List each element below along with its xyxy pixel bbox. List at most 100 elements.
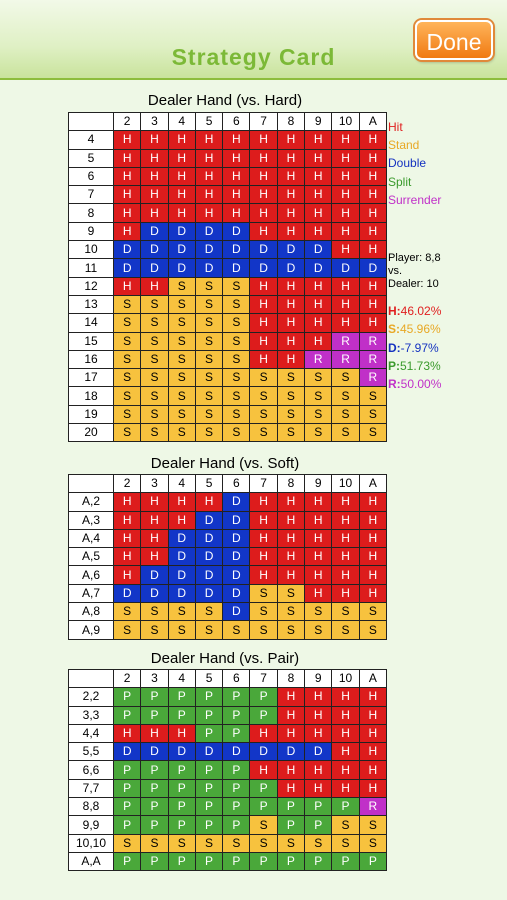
strategy-cell[interactable]: H <box>331 583 360 604</box>
strategy-cell[interactable]: S <box>358 423 387 443</box>
strategy-cell[interactable]: P <box>304 797 333 817</box>
strategy-cell[interactable]: H <box>112 276 142 296</box>
strategy-cell[interactable]: D <box>222 742 251 762</box>
strategy-cell[interactable]: H <box>331 240 360 260</box>
strategy-cell[interactable]: H <box>304 166 333 187</box>
strategy-cell[interactable]: D <box>140 258 169 278</box>
strategy-cell[interactable]: H <box>358 583 387 604</box>
strategy-cell[interactable]: H <box>331 221 360 242</box>
strategy-cell[interactable]: H <box>304 130 333 150</box>
strategy-cell[interactable]: H <box>194 148 224 168</box>
strategy-cell[interactable]: S <box>304 386 333 406</box>
strategy-cell[interactable]: H <box>331 510 360 530</box>
strategy-cell[interactable]: P <box>194 815 224 835</box>
strategy-cell[interactable]: P <box>194 797 224 817</box>
strategy-cell[interactable]: H <box>249 276 278 296</box>
strategy-cell[interactable]: D <box>222 547 251 567</box>
strategy-cell[interactable]: H <box>194 185 224 205</box>
strategy-cell[interactable]: S <box>167 833 196 853</box>
strategy-cell[interactable]: H <box>304 705 333 725</box>
strategy-cell[interactable]: P <box>276 851 306 872</box>
strategy-cell[interactable]: S <box>249 423 278 443</box>
strategy-cell[interactable]: P <box>304 851 333 872</box>
strategy-cell[interactable]: D <box>249 258 278 278</box>
strategy-cell[interactable]: H <box>112 565 142 585</box>
strategy-cell[interactable]: D <box>167 547 196 567</box>
strategy-cell[interactable]: D <box>222 240 251 260</box>
strategy-cell[interactable]: D <box>167 258 196 278</box>
strategy-cell[interactable]: S <box>222 386 251 406</box>
strategy-cell[interactable]: H <box>222 166 251 187</box>
strategy-cell[interactable]: S <box>222 404 251 425</box>
strategy-cell[interactable]: S <box>276 386 306 406</box>
strategy-cell[interactable]: P <box>112 778 142 799</box>
strategy-cell[interactable]: D <box>167 565 196 585</box>
strategy-cell[interactable]: H <box>358 130 387 150</box>
strategy-cell[interactable]: D <box>222 583 251 604</box>
strategy-cell[interactable]: S <box>112 331 142 351</box>
strategy-cell[interactable]: S <box>222 620 251 640</box>
strategy-cell[interactable]: H <box>249 565 278 585</box>
strategy-cell[interactable]: S <box>167 368 196 388</box>
strategy-cell[interactable]: R <box>304 349 333 370</box>
strategy-cell[interactable]: H <box>140 166 169 187</box>
strategy-cell[interactable]: S <box>112 620 142 640</box>
strategy-cell[interactable]: H <box>358 276 387 296</box>
strategy-cell[interactable]: D <box>140 565 169 585</box>
strategy-cell[interactable]: S <box>167 423 196 443</box>
strategy-cell[interactable]: P <box>222 815 251 835</box>
strategy-cell[interactable]: P <box>194 760 224 780</box>
strategy-cell[interactable]: H <box>331 492 360 512</box>
strategy-cell[interactable]: S <box>194 386 224 406</box>
strategy-cell[interactable]: H <box>112 203 142 223</box>
strategy-cell[interactable]: H <box>331 687 360 707</box>
strategy-cell[interactable]: H <box>276 492 306 512</box>
strategy-cell[interactable]: P <box>222 760 251 780</box>
strategy-cell[interactable]: H <box>304 687 333 707</box>
strategy-cell[interactable]: S <box>222 368 251 388</box>
strategy-cell[interactable]: P <box>276 797 306 817</box>
strategy-cell[interactable]: H <box>222 203 251 223</box>
strategy-cell[interactable]: D <box>276 742 306 762</box>
strategy-cell[interactable]: H <box>304 221 333 242</box>
strategy-cell[interactable]: H <box>276 547 306 567</box>
strategy-cell[interactable]: P <box>249 687 278 707</box>
strategy-cell[interactable]: S <box>140 331 169 351</box>
strategy-cell[interactable]: D <box>331 258 360 278</box>
strategy-cell[interactable]: P <box>331 797 360 817</box>
strategy-cell[interactable]: S <box>276 368 306 388</box>
strategy-cell[interactable]: D <box>194 565 224 585</box>
strategy-cell[interactable]: H <box>249 547 278 567</box>
strategy-cell[interactable]: H <box>276 166 306 187</box>
strategy-cell[interactable]: D <box>194 510 224 530</box>
strategy-cell[interactable]: S <box>222 294 251 315</box>
strategy-cell[interactable]: H <box>331 130 360 150</box>
strategy-cell[interactable]: P <box>167 705 196 725</box>
strategy-cell[interactable]: H <box>358 547 387 567</box>
strategy-cell[interactable]: P <box>112 705 142 725</box>
strategy-cell[interactable]: P <box>112 687 142 707</box>
strategy-cell[interactable]: H <box>358 705 387 725</box>
strategy-cell[interactable]: H <box>140 130 169 150</box>
strategy-cell[interactable]: S <box>304 368 333 388</box>
strategy-cell[interactable]: H <box>112 547 142 567</box>
strategy-cell[interactable]: S <box>167 620 196 640</box>
strategy-cell[interactable]: P <box>249 705 278 725</box>
strategy-cell[interactable]: P <box>112 851 142 872</box>
strategy-cell[interactable]: H <box>112 510 142 530</box>
strategy-cell[interactable]: H <box>276 148 306 168</box>
strategy-cell[interactable]: D <box>194 528 224 549</box>
strategy-cell[interactable]: P <box>222 778 251 799</box>
strategy-cell[interactable]: S <box>222 349 251 370</box>
strategy-cell[interactable]: H <box>112 221 142 242</box>
strategy-cell[interactable]: S <box>140 620 169 640</box>
strategy-cell[interactable]: P <box>140 851 169 872</box>
strategy-cell[interactable]: D <box>140 583 169 604</box>
strategy-cell[interactable]: H <box>249 185 278 205</box>
strategy-cell[interactable]: H <box>140 723 169 744</box>
strategy-cell[interactable]: H <box>112 166 142 187</box>
strategy-cell[interactable]: H <box>304 148 333 168</box>
strategy-cell[interactable]: H <box>249 331 278 351</box>
strategy-cell[interactable]: D <box>194 221 224 242</box>
strategy-cell[interactable]: D <box>276 258 306 278</box>
